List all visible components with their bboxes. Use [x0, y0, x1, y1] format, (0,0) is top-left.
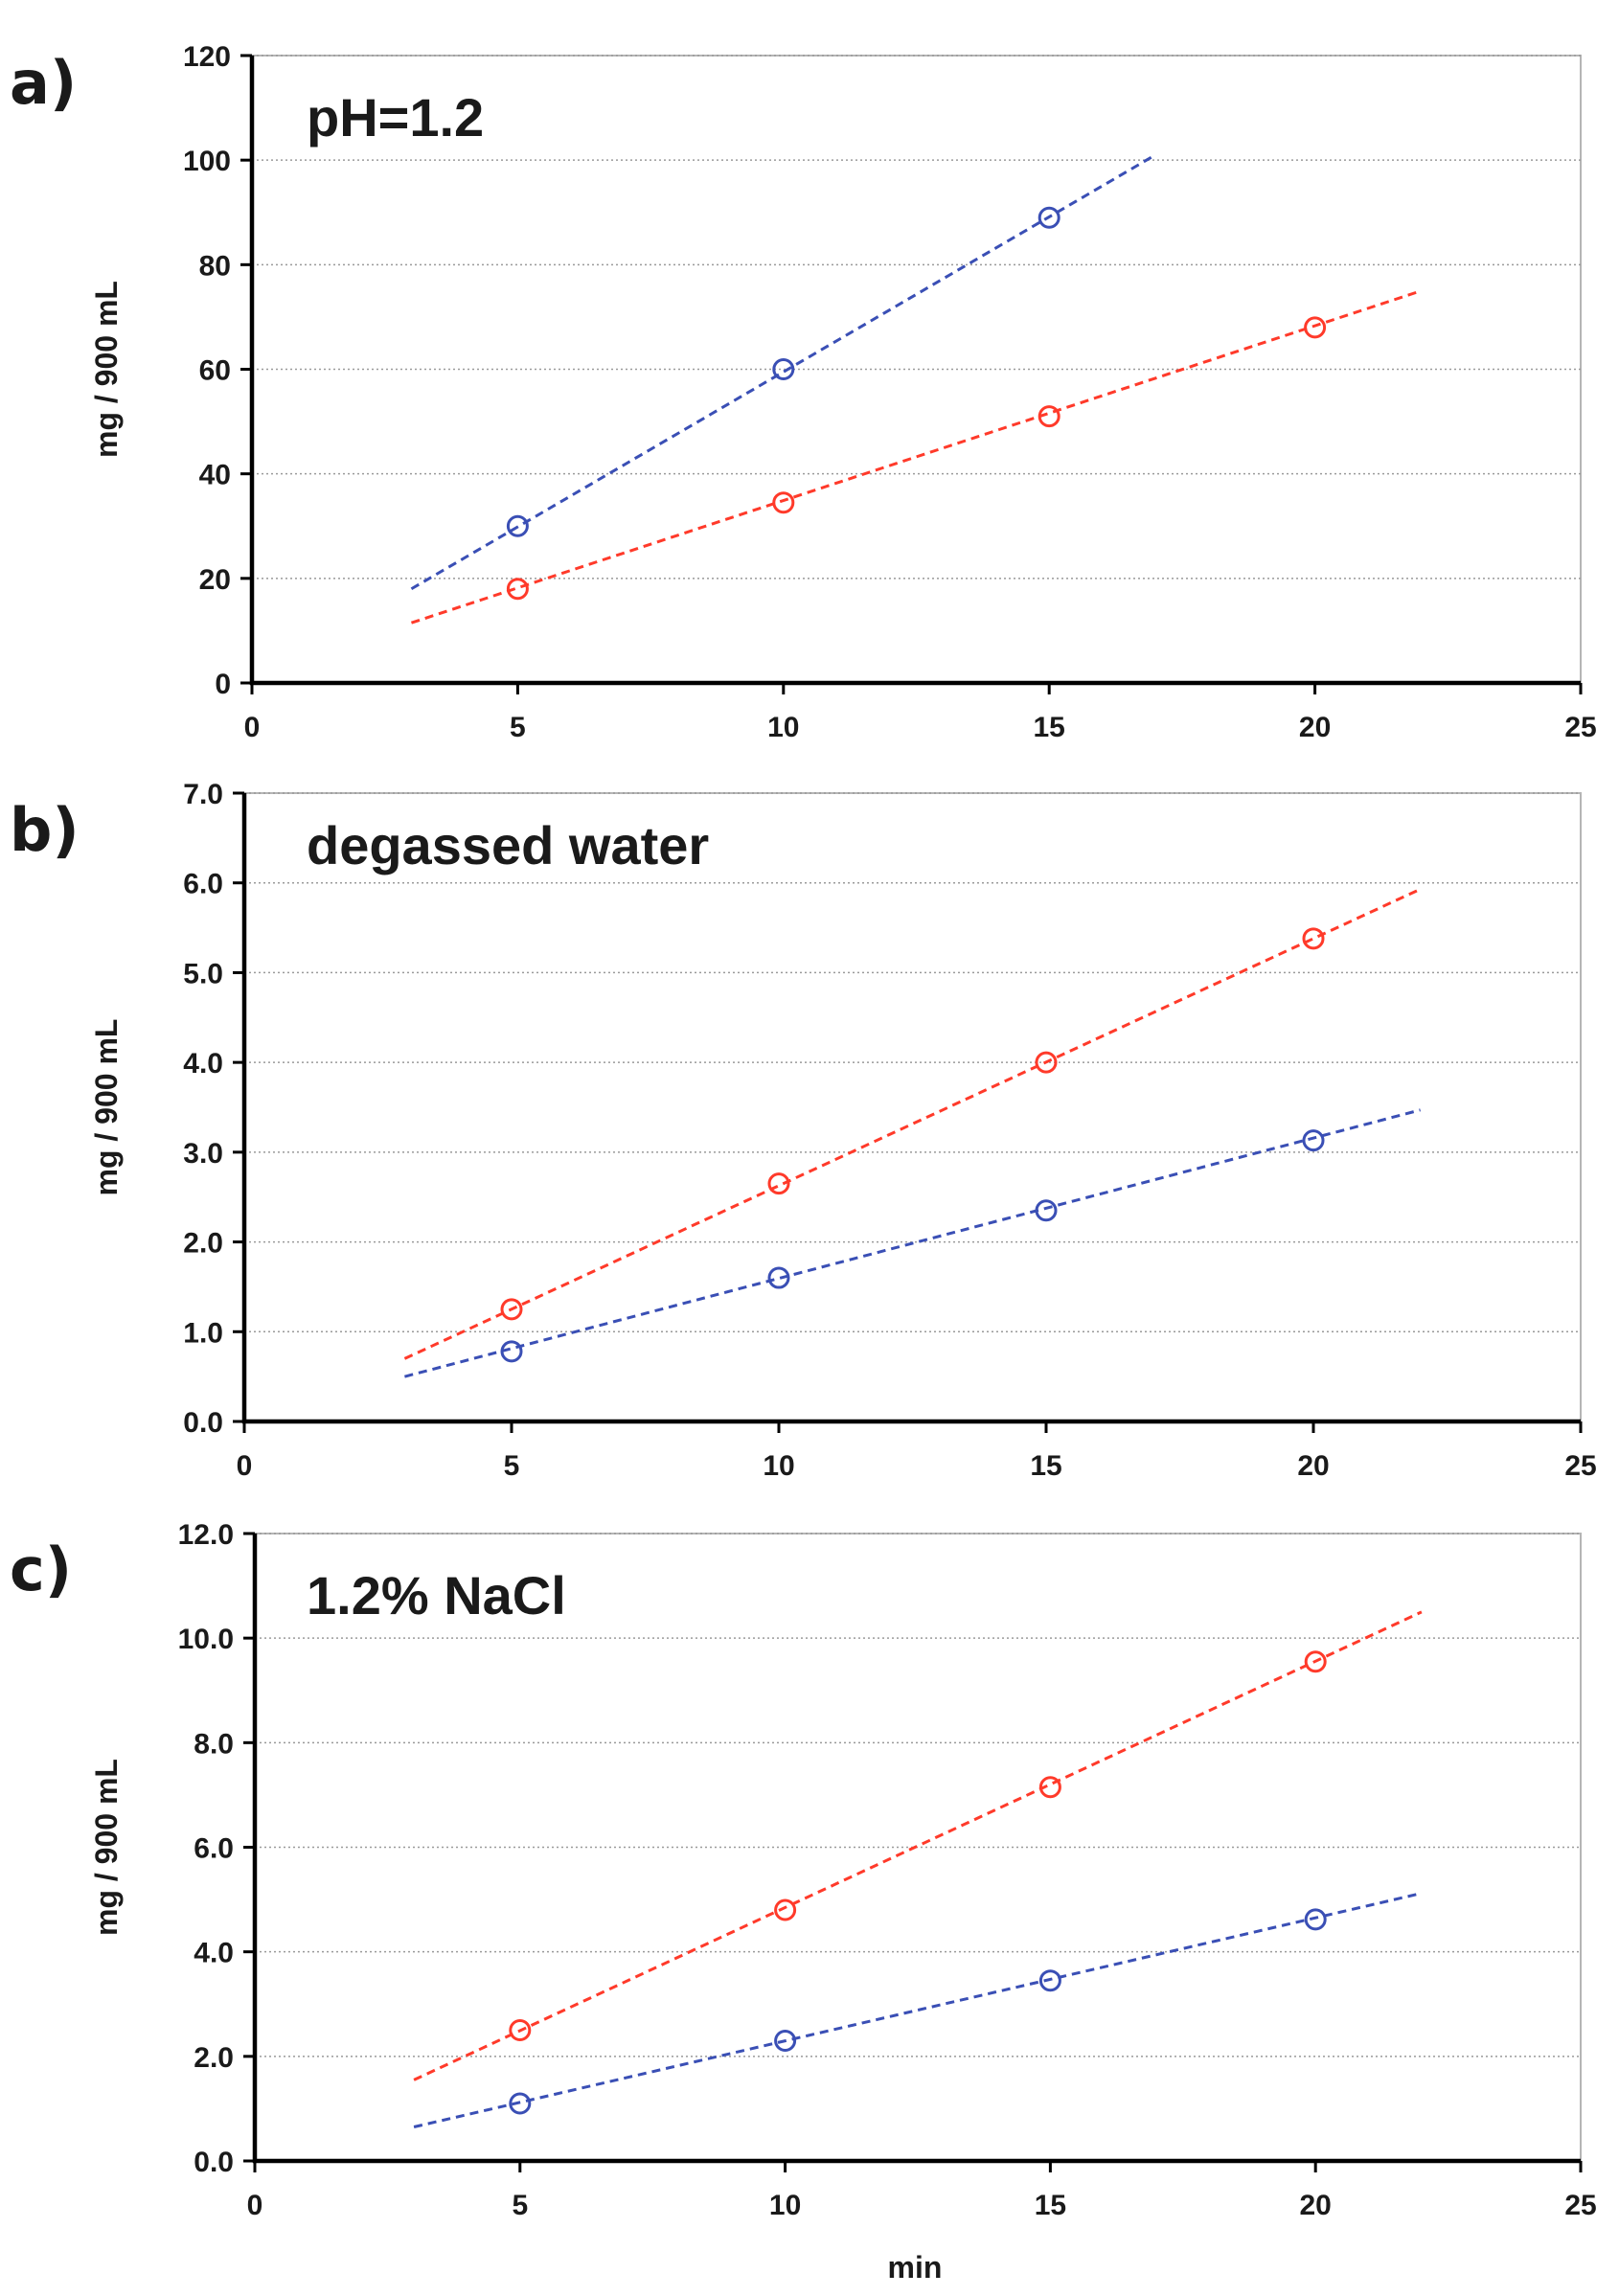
chart-title: pH=1.2 [307, 87, 484, 148]
data-point-blue [1304, 1908, 1327, 1931]
x-tick-label: 5 [510, 712, 526, 743]
series-blue [404, 1108, 1421, 1378]
y-tick-label: 0.0 [194, 2147, 234, 2178]
y-axis-title: mg / 900 mL [89, 1759, 124, 1936]
data-point-blue [772, 358, 795, 380]
chart-panel-1: 0 20 40 60 80 100 120 0 5 10 15 20 25 a) pH=1.2 mg / 90… [10, 41, 1597, 743]
x-tick-label: 25 [1564, 1450, 1596, 1482]
y-tick-label: 1.0 [183, 1317, 223, 1349]
y-tick-label: 100 [183, 146, 231, 177]
x-tick-label: 5 [504, 1450, 520, 1482]
data-point-red [509, 2019, 532, 2042]
x-tick-label: 15 [1035, 2190, 1066, 2221]
x-tick-label: 5 [512, 2190, 528, 2221]
data-point-blue [506, 514, 529, 537]
x-tick-label: 25 [1564, 2190, 1596, 2221]
y-tick-label: 12.0 [178, 1519, 234, 1551]
y-tick-label: 0 [215, 669, 231, 700]
panel-label: a) [10, 48, 77, 118]
y-tick-label: 60 [199, 355, 231, 387]
y-axis-title: mg / 900 mL [89, 1019, 124, 1196]
series-blue [410, 153, 1156, 591]
y-axis-title: mg / 900 mL [89, 281, 124, 458]
plot-frame [243, 792, 1582, 1422]
y-tick-label: 2.0 [194, 2042, 234, 2074]
series-red [403, 887, 1422, 1360]
chart-panel-3: 0.0 2.0 4.0 6.0 8.0 10.0 12.0 0 5 10 15 20 25 c) 1.2% … [10, 1519, 1597, 2285]
x-tick-label: 20 [1297, 1450, 1329, 1482]
y-tick-label: 4.0 [194, 1938, 234, 1969]
y-tick-label: 7.0 [183, 779, 223, 810]
y-tick-label: 4.0 [183, 1048, 223, 1080]
data-point-blue [774, 2029, 797, 2052]
x-tick-label: 25 [1564, 712, 1596, 743]
y-tick-label: 3.0 [183, 1138, 223, 1170]
x-tick-label: 20 [1300, 2190, 1332, 2221]
data-point-red [506, 578, 529, 601]
chart-title: 1.2% NaCl [307, 1565, 566, 1625]
x-tick-label: 10 [767, 712, 799, 743]
y-tick-label: 8.0 [194, 1728, 234, 1760]
chart-panel-2: 0.0 1.0 2.0 3.0 4.0 5.0 6.0 7.0 0 5 10 15 20 25 b) dega… [10, 779, 1597, 1482]
y-tick-label: 5.0 [183, 958, 223, 989]
y-tick-label: 40 [199, 460, 231, 491]
x-tick-label: 15 [1030, 1450, 1061, 1482]
data-point-blue [767, 1266, 790, 1289]
y-tick-label: 10.0 [178, 1624, 234, 1655]
fit-line-blue [404, 1108, 1421, 1378]
series-red [410, 289, 1423, 625]
panel-label: c) [10, 1534, 72, 1604]
data-point-red [1038, 405, 1060, 428]
fit-line-red [410, 289, 1423, 625]
fit-line-red [413, 1610, 1423, 2081]
series-red [413, 1610, 1423, 2081]
plot-frame [251, 55, 1582, 684]
y-tick-label: 120 [183, 41, 231, 73]
x-tick-label: 10 [769, 2190, 801, 2221]
x-tick-label: 20 [1299, 712, 1331, 743]
x-tick-label: 0 [237, 1450, 253, 1482]
data-point-blue [1302, 1129, 1325, 1152]
fit-line-red [403, 887, 1422, 1360]
data-point-blue [1038, 206, 1060, 229]
data-point-blue [1038, 1969, 1061, 1992]
x-axis-title: min [888, 2250, 943, 2285]
y-tick-label: 0.0 [183, 1407, 223, 1439]
data-point-red [767, 1172, 790, 1195]
x-tick-label: 10 [763, 1450, 794, 1482]
data-point-blue [1035, 1199, 1058, 1222]
data-point-red [1038, 1776, 1061, 1799]
y-tick-label: 2.0 [183, 1228, 223, 1260]
data-point-blue [509, 2092, 532, 2115]
data-point-red [1304, 316, 1327, 339]
y-tick-label: 80 [199, 250, 231, 282]
y-tick-label: 6.0 [183, 869, 223, 900]
data-point-red [1035, 1051, 1058, 1074]
data-point-blue [500, 1340, 523, 1363]
x-tick-label: 0 [247, 2190, 263, 2221]
data-point-red [500, 1298, 523, 1321]
panel-label: b) [10, 795, 80, 865]
data-point-red [772, 491, 795, 514]
fit-line-blue [410, 153, 1156, 591]
data-point-red [1302, 927, 1325, 950]
chart-title: degassed water [307, 815, 709, 875]
x-tick-label: 15 [1034, 712, 1065, 743]
x-tick-label: 0 [244, 712, 261, 743]
y-tick-label: 6.0 [194, 1833, 234, 1865]
data-point-red [774, 1898, 797, 1921]
series-blue [413, 1892, 1423, 2128]
data-point-red [1304, 1650, 1327, 1673]
y-tick-label: 20 [199, 564, 231, 596]
